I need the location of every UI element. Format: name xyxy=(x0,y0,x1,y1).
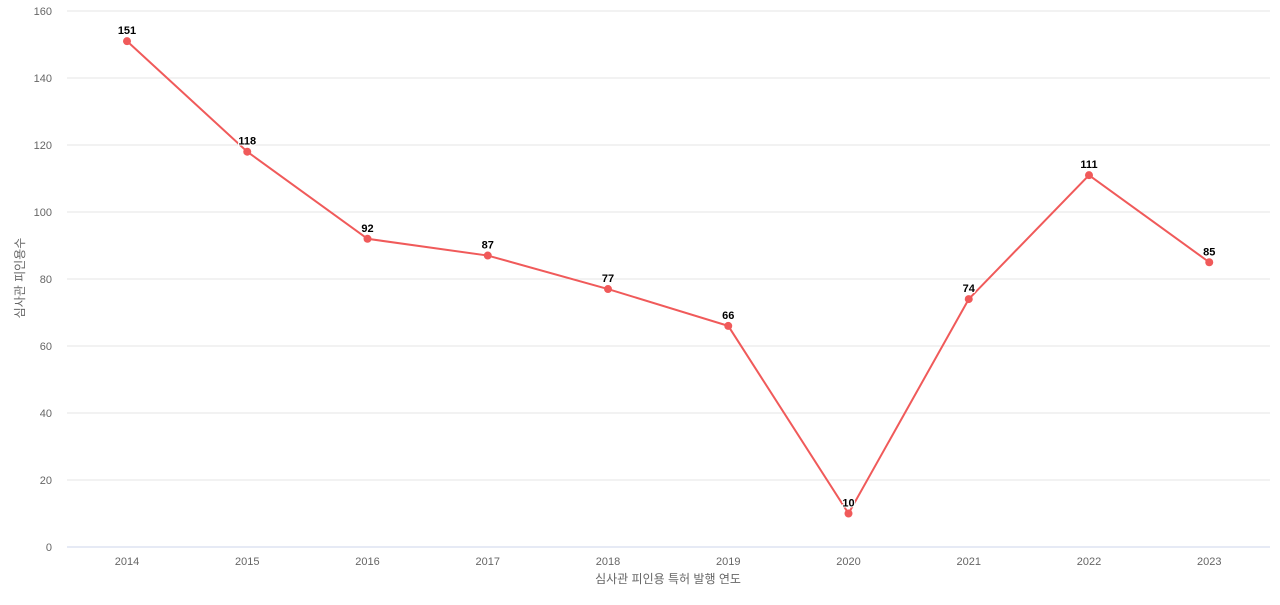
data-point[interactable] xyxy=(243,147,252,156)
data-point[interactable] xyxy=(483,251,492,260)
series-line xyxy=(126,40,1210,516)
x-tick-label: 2023 xyxy=(1197,556,1221,568)
data-point[interactable] xyxy=(724,321,733,330)
x-axis-title: 심사관 피인용 특허 발행 연도 xyxy=(595,571,741,586)
data-label: 92 xyxy=(361,223,373,235)
data-label: 74 xyxy=(963,283,976,295)
data-point[interactable] xyxy=(604,285,612,294)
y-tick-label: 60 xyxy=(40,341,52,353)
y-tick-label: 80 xyxy=(40,274,52,286)
data-points xyxy=(123,37,1214,518)
grid-lines xyxy=(67,10,1270,481)
y-tick-label: 20 xyxy=(40,475,52,487)
data-point[interactable] xyxy=(1085,171,1093,180)
x-tick-label: 2019 xyxy=(716,556,740,568)
data-point[interactable] xyxy=(123,37,131,46)
y-axis-ticks: 0 20 40 60 80 100 120 140 160 xyxy=(34,6,52,554)
data-labels: 151 118 92 87 77 66 10 74 111 85 xyxy=(117,24,1217,510)
data-label: 151 xyxy=(118,25,136,37)
x-axis-ticks: 2014 2015 2016 2017 2018 2019 2020 2021 2022 2023 xyxy=(115,556,1222,568)
x-tick-label: 2014 xyxy=(115,556,139,568)
y-tick-label: 100 xyxy=(34,207,52,219)
x-tick-label: 2017 xyxy=(476,556,500,568)
data-point[interactable] xyxy=(1205,258,1214,267)
y-tick-label: 140 xyxy=(34,73,52,85)
y-tick-label: 120 xyxy=(34,140,52,152)
x-tick-label: 2020 xyxy=(836,556,860,568)
x-tick-label: 2021 xyxy=(957,556,981,568)
y-tick-label: 160 xyxy=(34,6,52,18)
data-label: 66 xyxy=(722,310,734,322)
x-tick-label: 2015 xyxy=(235,556,259,568)
data-label: 77 xyxy=(602,273,614,285)
x-tick-label: 2018 xyxy=(596,556,620,568)
y-axis-title: 심사관 피인용수 xyxy=(13,238,27,319)
data-point[interactable] xyxy=(363,234,372,243)
y-tick-label: 40 xyxy=(40,408,52,420)
x-tick-label: 2016 xyxy=(355,556,379,568)
data-label: 87 xyxy=(482,240,494,252)
x-tick-label: 2022 xyxy=(1077,556,1101,568)
data-point[interactable] xyxy=(844,509,853,518)
y-tick-label: 0 xyxy=(46,542,52,554)
data-point[interactable] xyxy=(964,295,973,304)
data-label: 85 xyxy=(1203,246,1215,258)
data-label: 111 xyxy=(1080,159,1097,171)
data-label: 118 xyxy=(238,136,256,148)
data-label: 10 xyxy=(842,498,854,510)
